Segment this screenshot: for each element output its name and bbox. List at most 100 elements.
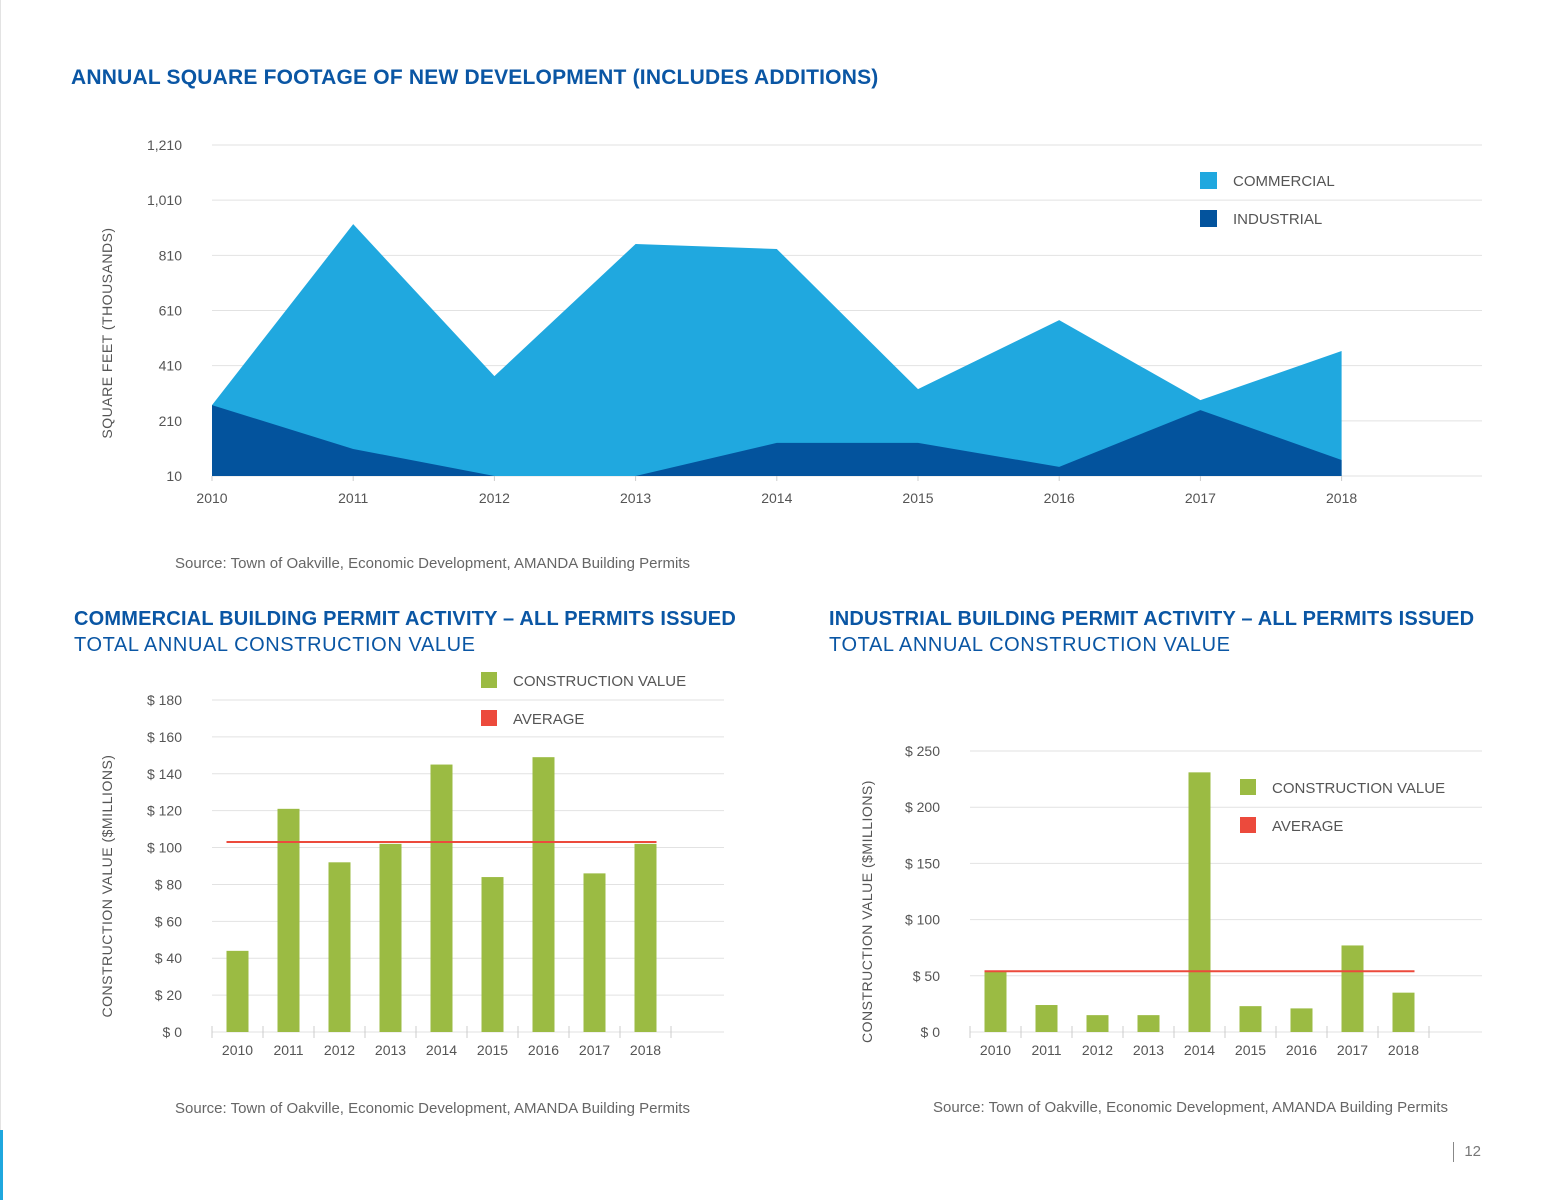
legend-label-average: AVERAGE	[1272, 818, 1343, 835]
x-tick-label: 2016	[1044, 490, 1075, 506]
legend-label-construction-value: CONSTRUCTION VALUE	[1272, 780, 1445, 797]
legend-swatch-average	[481, 710, 497, 726]
y-axis-title: SQUARE FEET (THOUSANDS)	[99, 227, 115, 438]
x-tick-label: 2014	[761, 490, 792, 506]
legend-label-commercial: COMMERCIAL	[1233, 173, 1335, 190]
x-tick-label: 2017	[1185, 490, 1216, 506]
page-accent-bar	[0, 1130, 3, 1200]
x-tick-label: 2018	[1388, 1042, 1419, 1058]
x-tick-label: 2018	[630, 1042, 661, 1058]
y-tick-label: $ 50	[913, 968, 940, 984]
chart2-subtitle: TOTAL ANNUAL CONSTRUCTION VALUE	[74, 634, 476, 656]
y-tick-label: 610	[159, 303, 183, 319]
y-tick-label: $ 20	[155, 987, 182, 1003]
y-axis-title: CONSTRUCTION VALUE ($MILLIONS)	[859, 780, 875, 1043]
bar	[226, 950, 249, 1032]
chart1-source: Source: Town of Oakville, Economic Devel…	[175, 555, 690, 572]
chart2-source: Source: Town of Oakville, Economic Devel…	[175, 1100, 690, 1117]
bar	[430, 764, 453, 1032]
bar	[1392, 992, 1415, 1032]
x-tick-label: 2011	[338, 490, 368, 506]
legend-swatch-construction-value	[1240, 779, 1256, 795]
y-tick-label: 10	[166, 468, 182, 484]
y-tick-label: $ 100	[147, 840, 182, 856]
y-axis-title: CONSTRUCTION VALUE ($MILLIONS)	[99, 755, 115, 1018]
bar	[328, 862, 351, 1032]
bar	[379, 843, 402, 1032]
y-tick-label: $ 0	[163, 1024, 183, 1040]
legend-swatch-average	[1240, 817, 1256, 833]
legend-label-average: AVERAGE	[513, 711, 584, 728]
y-tick-label: $ 160	[147, 729, 182, 745]
page-number: 12	[1453, 1142, 1481, 1162]
x-tick-label: 2011	[273, 1042, 303, 1058]
x-tick-label: 2010	[222, 1042, 253, 1058]
y-tick-label: 1,010	[147, 192, 182, 208]
legend-swatch-construction-value	[481, 672, 497, 688]
bar	[1239, 1006, 1262, 1032]
bar	[634, 843, 657, 1032]
chart3-subtitle: TOTAL ANNUAL CONSTRUCTION VALUE	[829, 634, 1231, 656]
chart2-title: COMMERCIAL BUILDING PERMIT ACTIVITY – AL…	[74, 608, 736, 630]
legend-swatch-industrial	[1200, 210, 1217, 227]
y-tick-label: $ 200	[905, 799, 940, 815]
y-tick-label: $ 250	[905, 743, 940, 759]
x-tick-label: 2015	[1235, 1042, 1266, 1058]
x-tick-label: 2014	[1184, 1042, 1215, 1058]
x-tick-label: 2016	[1286, 1042, 1317, 1058]
page-number-divider	[1453, 1142, 1455, 1162]
bar	[277, 808, 300, 1032]
x-tick-label: 2013	[620, 490, 651, 506]
y-tick-label: $ 150	[905, 855, 940, 871]
y-tick-label: $ 0	[921, 1024, 941, 1040]
y-tick-label: $ 180	[147, 692, 182, 708]
page-number-text: 12	[1464, 1142, 1481, 1160]
chart3-title: INDUSTRIAL BUILDING PERMIT ACTIVITY – AL…	[829, 608, 1475, 630]
x-tick-label: 2015	[902, 490, 933, 506]
x-tick-label: 2018	[1326, 490, 1357, 506]
y-tick-label: 210	[159, 413, 183, 429]
x-tick-label: 2012	[1082, 1042, 1113, 1058]
x-tick-label: 2016	[528, 1042, 559, 1058]
x-tick-label: 2013	[375, 1042, 406, 1058]
area-commercial	[212, 224, 1342, 476]
bar	[1290, 1008, 1313, 1032]
chart1-title: ANNUAL SQUARE FOOTAGE OF NEW DEVELOPMENT…	[71, 66, 879, 89]
bar-chart-industrial-value: $ 0 $ 50 $ 100 $ 150 $ 200 $ 250 CONSTRUCTION …	[859, 743, 1482, 1058]
x-tick-label: 2017	[579, 1042, 610, 1058]
bar	[583, 873, 606, 1032]
bar	[532, 757, 555, 1032]
bar	[984, 971, 1007, 1032]
x-tick-label: 2012	[479, 490, 510, 506]
y-tick-label: $ 40	[155, 950, 182, 966]
x-tick-label: 2011	[1031, 1042, 1061, 1058]
y-tick-label: 810	[159, 247, 183, 263]
bar	[1035, 1005, 1058, 1032]
area-industrial	[212, 405, 1342, 476]
y-tick-label: $ 140	[147, 766, 182, 782]
y-tick-label: 1,210	[147, 137, 182, 153]
x-tick-label: 2010	[196, 490, 227, 506]
bar	[1341, 945, 1364, 1032]
y-tick-label: $ 80	[155, 876, 182, 892]
y-tick-label: 410	[159, 358, 183, 374]
chart3-source: Source: Town of Oakville, Economic Devel…	[933, 1099, 1448, 1116]
x-tick-label: 2014	[426, 1042, 457, 1058]
x-tick-label: 2010	[980, 1042, 1011, 1058]
x-tick-label: 2012	[324, 1042, 355, 1058]
bar	[481, 877, 504, 1032]
bar-chart-commercial-value: $ 0 $ 20 $ 40 $ 60 $ 80 $ 100 $ 120 $ 140 $ 160 $…	[99, 672, 724, 1058]
area-chart-square-footage: 10 210 410 610 810 1,010 1,210 SQUARE FEET (THO…	[99, 137, 1482, 506]
legend-label-industrial: INDUSTRIAL	[1233, 211, 1322, 228]
bar	[1137, 1015, 1160, 1032]
x-tick-label: 2017	[1337, 1042, 1368, 1058]
legend-swatch-commercial	[1200, 172, 1217, 189]
x-tick-label: 2013	[1133, 1042, 1164, 1058]
y-tick-label: $ 100	[905, 912, 940, 928]
y-tick-label: $ 120	[147, 803, 182, 819]
legend-label-construction-value: CONSTRUCTION VALUE	[513, 673, 686, 690]
page-edge-line	[0, 0, 1, 1130]
y-tick-label: $ 60	[155, 913, 182, 929]
bar	[1086, 1015, 1109, 1032]
